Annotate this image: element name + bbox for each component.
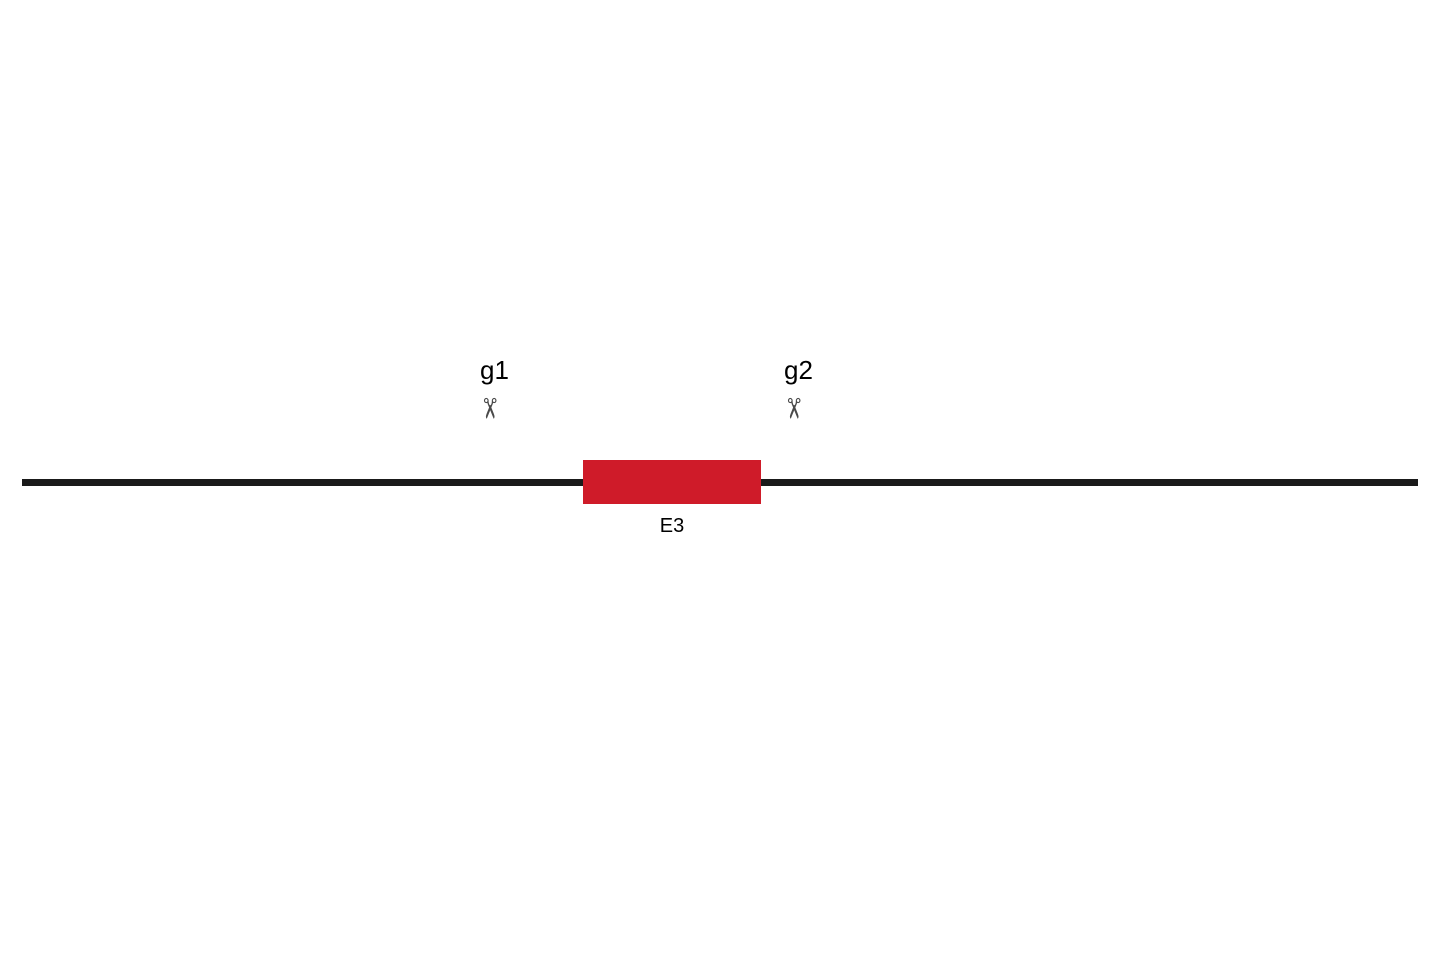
scissors-icon: ✂: [777, 397, 810, 420]
guide-g2-label: g2: [784, 355, 813, 386]
genome-line-right: [761, 479, 1418, 486]
guide-g1-label: g1: [480, 355, 509, 386]
gene-diagram: E3 g1 ✂ g2 ✂: [0, 0, 1440, 960]
genome-line-left: [22, 479, 583, 486]
exon-label: E3: [583, 515, 761, 538]
exon-box: [583, 460, 761, 504]
scissors-icon: ✂: [473, 397, 506, 420]
